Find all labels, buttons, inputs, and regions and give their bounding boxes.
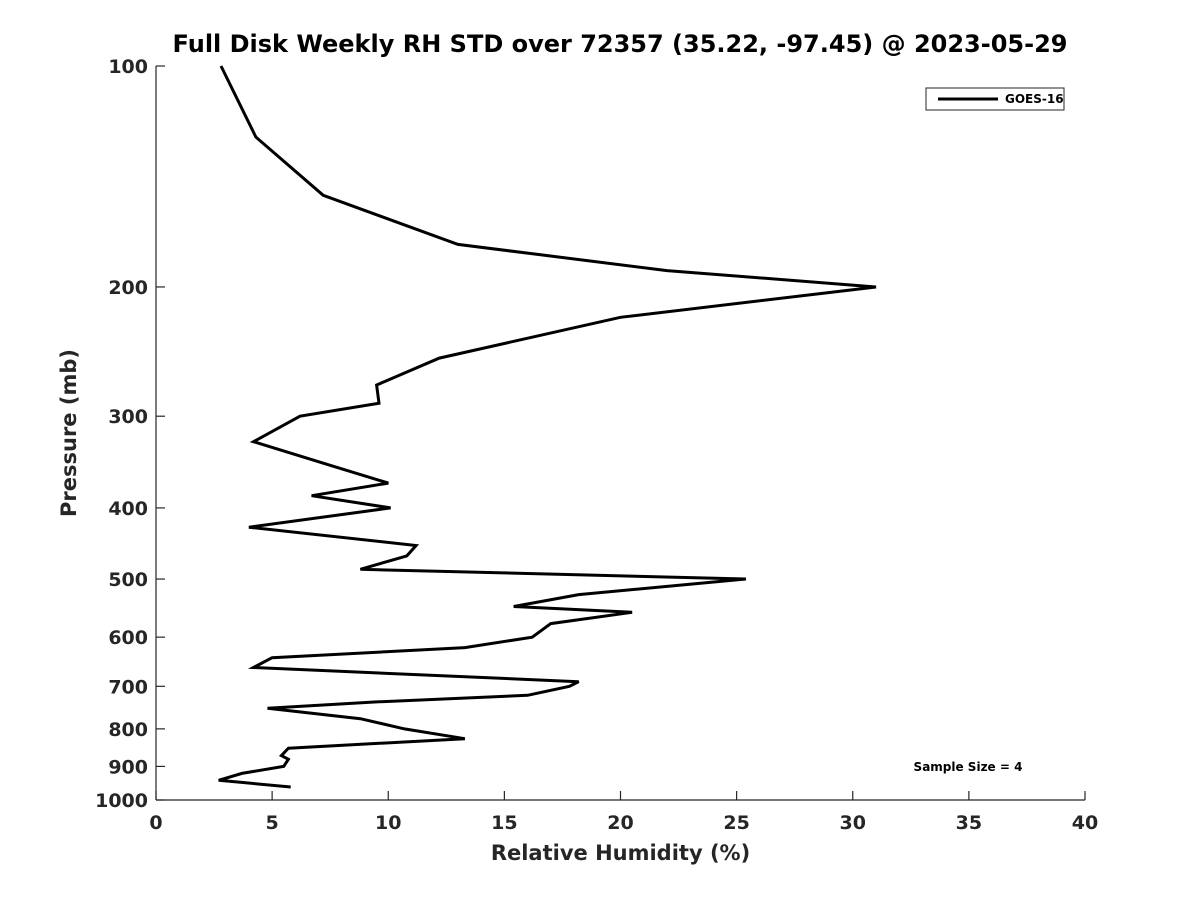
x-tick-label-35: 35: [956, 812, 982, 834]
y-tick-label-100: 100: [108, 56, 148, 78]
chart-canvas: 0 5 10 15 20 25 30 35 40 100 200 300 400 500 600 700 800…: [0, 0, 1200, 900]
y-tick-label-500: 500: [108, 569, 148, 591]
plot-area: [156, 66, 1085, 800]
sample-size-annotation: Sample Size = 4: [914, 760, 1023, 774]
x-tick-label-5: 5: [266, 812, 279, 834]
y-tick-label-800: 800: [108, 719, 148, 741]
x-tick-label-15: 15: [491, 812, 517, 834]
legend: GOES-16: [926, 88, 1064, 110]
legend-label-goes16: GOES-16: [1005, 92, 1064, 106]
x-tick-label-20: 20: [607, 812, 633, 834]
x-axis-label: Relative Humidity (%): [491, 841, 750, 865]
x-tick-label-10: 10: [375, 812, 401, 834]
y-tick-label-700: 700: [108, 676, 148, 698]
y-tick-label-400: 400: [108, 498, 148, 520]
y-tick-label-900: 900: [108, 756, 148, 778]
x-tick-label-0: 0: [149, 812, 162, 834]
y-tick-label-1000: 1000: [95, 790, 148, 812]
y-tick-label-600: 600: [108, 627, 148, 649]
x-tick-label-25: 25: [723, 812, 749, 834]
x-tick-label-40: 40: [1072, 812, 1098, 834]
y-axis-label: Pressure (mb): [57, 349, 81, 517]
y-tick-label-300: 300: [108, 406, 148, 428]
y-tick-label-200: 200: [108, 277, 148, 299]
x-tick-label-30: 30: [840, 812, 866, 834]
